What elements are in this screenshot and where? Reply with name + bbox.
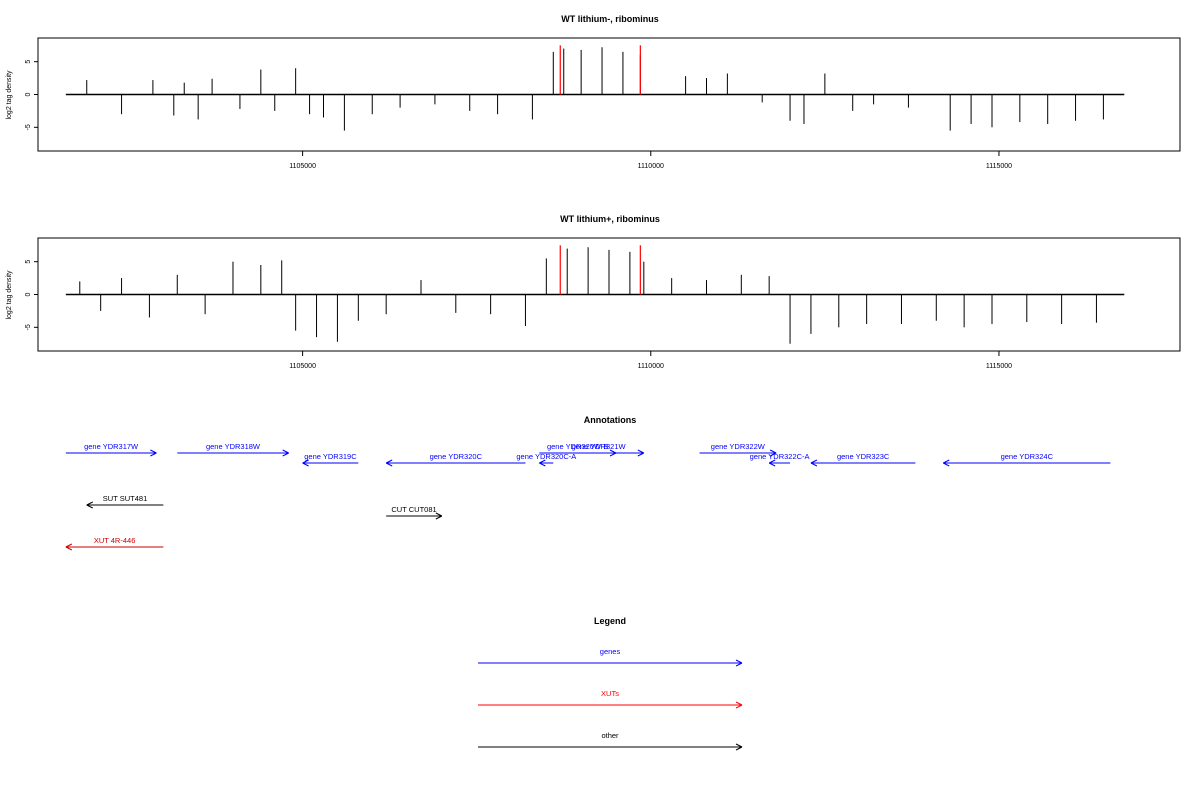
annotation-label: gene YDR320C bbox=[430, 452, 483, 461]
annotation-label: XUT 4R-446 bbox=[94, 536, 136, 545]
annotation-arrowhead bbox=[637, 449, 645, 454]
annotations-panel: Annotations gene YDR317W gene YDR318W gene… bbox=[65, 415, 1111, 551]
y-axis-label: log2 tag density bbox=[6, 270, 13, 320]
annotation-label: gene YDR324C bbox=[1001, 452, 1054, 461]
annotation-label: gene YDR320C-A bbox=[516, 452, 576, 461]
annotation-label: CUT CUT081 bbox=[391, 505, 436, 514]
legend-label: XUTs bbox=[601, 689, 619, 698]
annotation-label: gene YDR320W-B bbox=[547, 442, 608, 451]
annotation-arrowhead bbox=[943, 459, 950, 464]
y-tick-label: -5 bbox=[25, 324, 32, 330]
annotation-arrowhead bbox=[282, 452, 289, 457]
annotation-arrowhead bbox=[769, 449, 777, 454]
legend-label: other bbox=[601, 731, 619, 740]
y-tick-label: 5 bbox=[25, 60, 32, 64]
legend-arrowhead bbox=[735, 662, 743, 667]
annotation-label: SUT SUT481 bbox=[103, 494, 147, 503]
annotation-label: gene YDR319C bbox=[304, 452, 357, 461]
legend-title: Legend bbox=[594, 616, 626, 626]
annotation-label: gene YDR322C-A bbox=[750, 452, 810, 461]
annotation-arrowhead bbox=[768, 459, 776, 464]
annotation-arrowhead bbox=[282, 449, 289, 454]
annotation-arrowhead bbox=[65, 546, 73, 551]
annotation-label: gene YDR321W bbox=[572, 442, 627, 451]
legend-arrowhead bbox=[735, 659, 743, 664]
x-tick-label: 1115000 bbox=[986, 363, 1012, 370]
y-axis-label: log2 tag density bbox=[6, 70, 13, 120]
annotation-arrowhead bbox=[86, 504, 93, 509]
annotation-arrowhead bbox=[86, 501, 93, 506]
legend-arrowhead bbox=[735, 704, 743, 709]
x-tick-label: 1105000 bbox=[289, 163, 316, 170]
annotation-arrowhead bbox=[385, 459, 393, 464]
chart-title: WT lithium+, ribominus bbox=[560, 214, 660, 224]
annotation-arrowhead bbox=[769, 452, 777, 457]
x-tick-label: 1105000 bbox=[289, 363, 316, 370]
annotation-arrowhead bbox=[302, 459, 309, 464]
chart-panel-lithium-plus: WT lithium+, ribominus log2 tag density … bbox=[6, 214, 1181, 370]
annotation-arrowhead bbox=[810, 462, 818, 467]
annotation-arrowhead bbox=[943, 462, 950, 467]
annotation-arrowhead bbox=[435, 512, 443, 517]
annotation-label: gene YDR317W bbox=[84, 442, 139, 451]
annotation-arrowhead bbox=[435, 515, 443, 520]
legend-arrowhead bbox=[735, 701, 743, 706]
x-tick-label: 1110000 bbox=[638, 363, 664, 370]
annotation-arrowhead bbox=[539, 459, 546, 464]
annotation-arrowhead bbox=[150, 449, 157, 454]
annotation-arrowhead bbox=[810, 459, 818, 464]
annotation-arrowhead bbox=[539, 462, 546, 467]
y-tick-label: 0 bbox=[25, 292, 32, 296]
annotation-label: gene YDR318W bbox=[206, 442, 261, 451]
y-tick-label: 0 bbox=[25, 92, 32, 96]
y-tick-label: -5 bbox=[25, 124, 32, 130]
annotation-arrowhead bbox=[65, 543, 73, 548]
annotation-arrowhead bbox=[302, 462, 309, 467]
chart-title: WT lithium-, ribominus bbox=[561, 14, 659, 24]
legend-label: genes bbox=[600, 647, 621, 656]
chart-panel-lithium-minus: WT lithium-, ribominus log2 tag density … bbox=[6, 14, 1181, 170]
legend-arrowhead bbox=[735, 746, 743, 751]
x-tick-label: 1110000 bbox=[638, 163, 664, 170]
annotations-title: Annotations bbox=[584, 415, 637, 425]
annotation-arrowhead bbox=[150, 452, 157, 457]
annotation-arrowhead bbox=[768, 462, 776, 467]
y-tick-label: 5 bbox=[25, 260, 32, 264]
annotation-arrowhead bbox=[385, 462, 393, 467]
legend-arrowhead bbox=[735, 743, 743, 748]
annotation-label: gene YDR323C bbox=[837, 452, 890, 461]
legend-panel: Legend genes XUTs other bbox=[478, 616, 743, 751]
x-tick-label: 1115000 bbox=[986, 163, 1012, 170]
annotation-label: gene YDR322W bbox=[711, 442, 766, 451]
annotation-arrowhead bbox=[637, 452, 645, 457]
